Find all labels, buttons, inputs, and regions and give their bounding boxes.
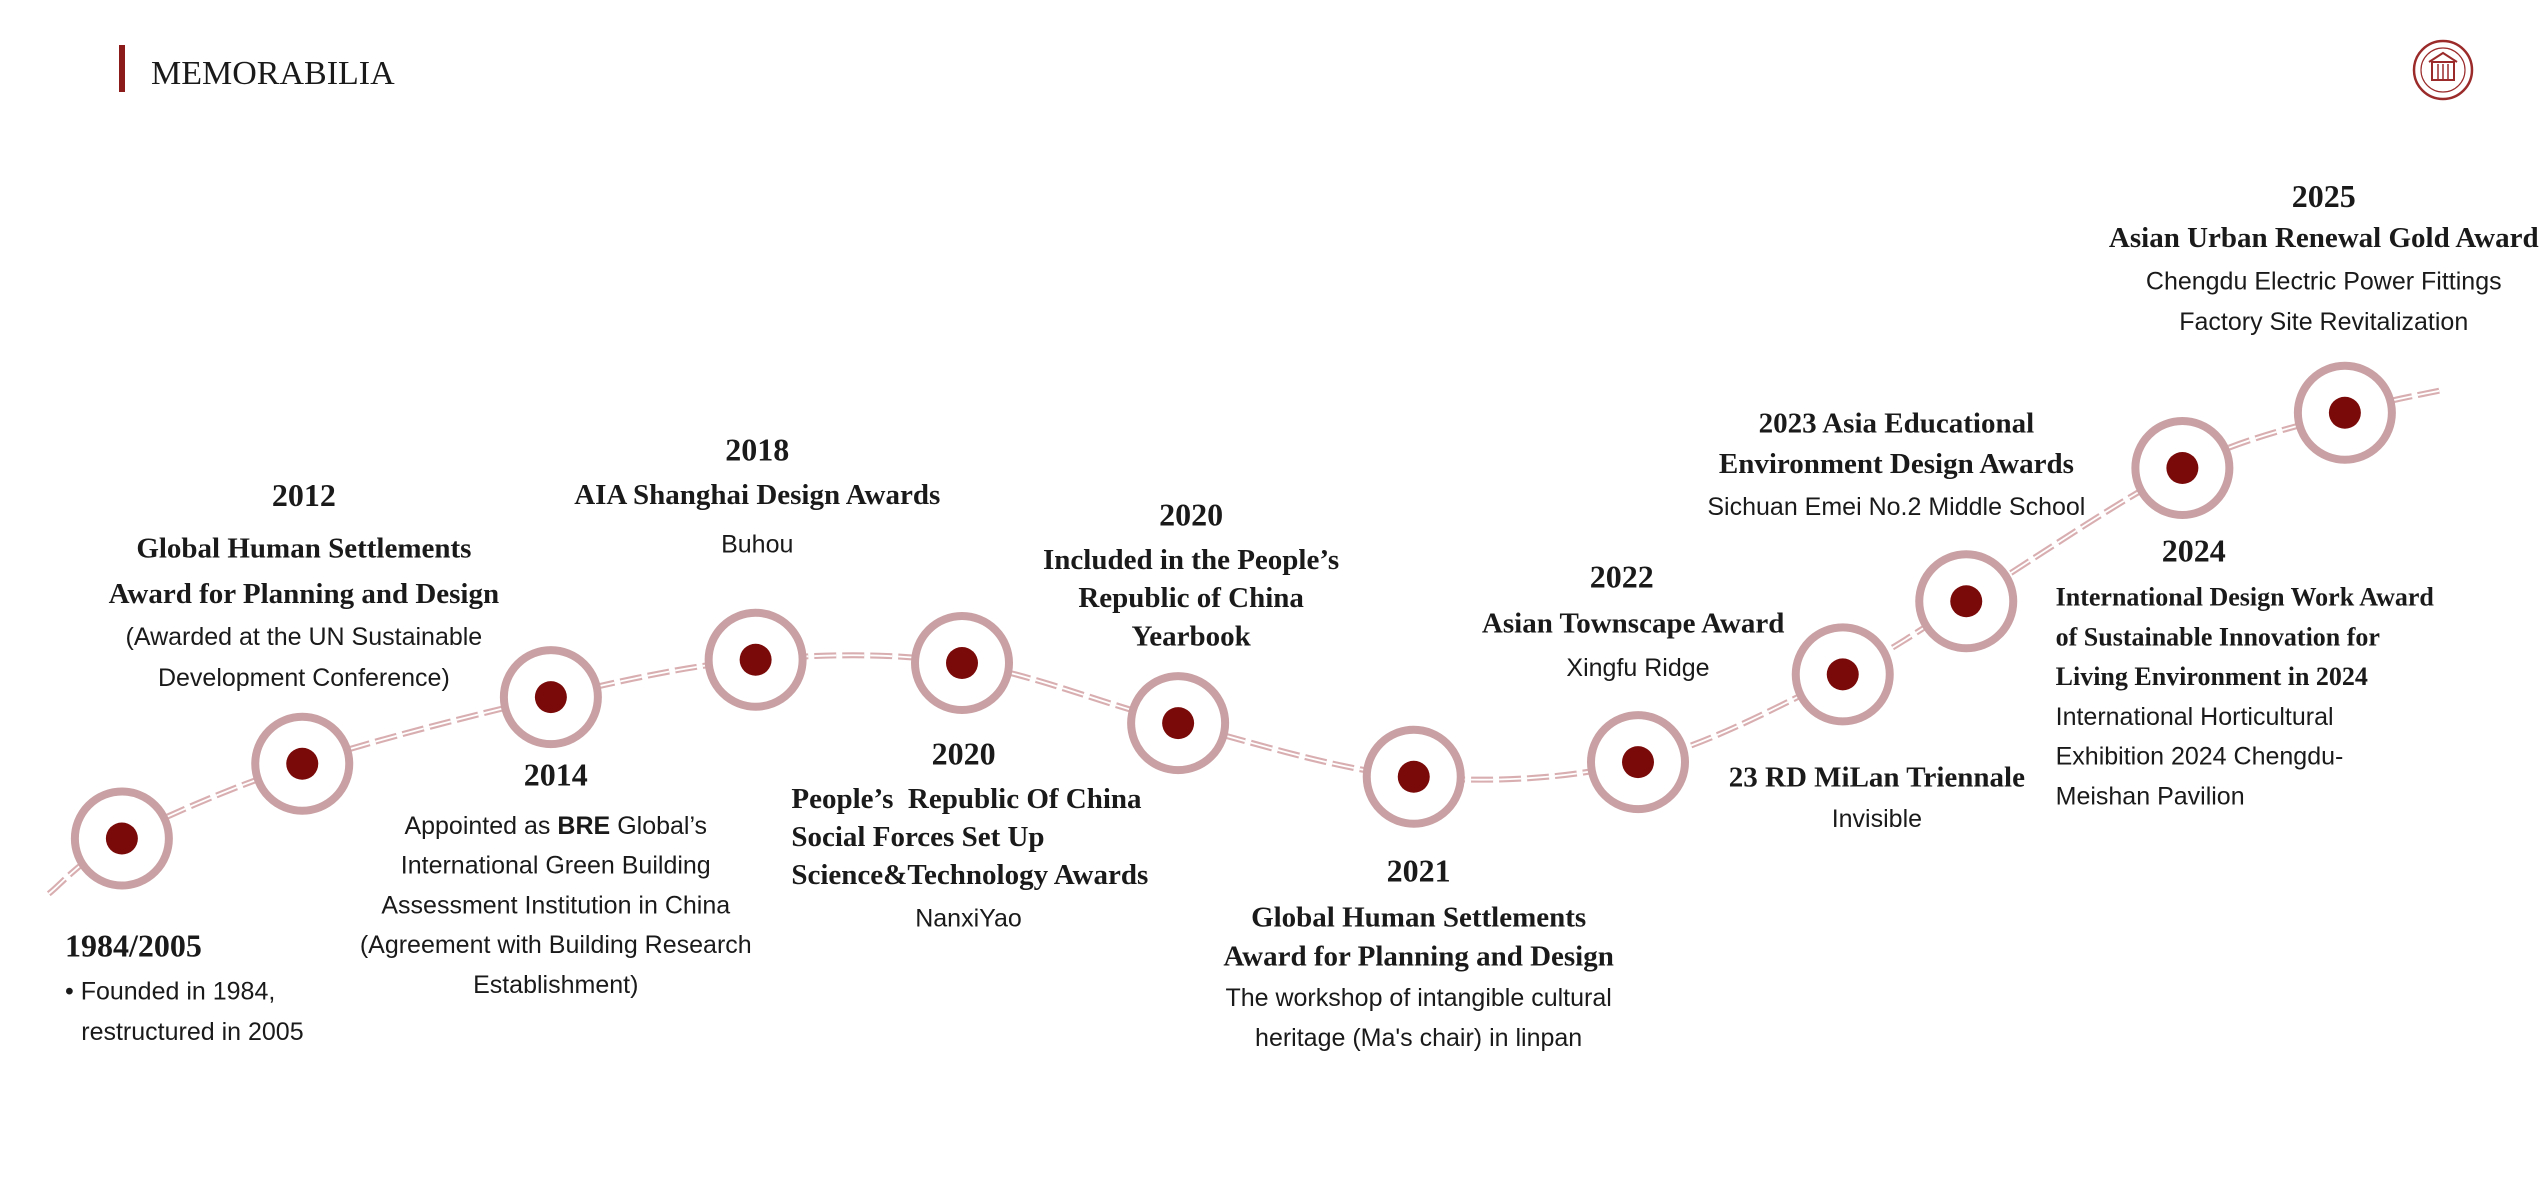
milestone-dot xyxy=(739,643,772,676)
milestone-description: Sichuan Emei No.2 Middle School xyxy=(1707,493,2085,521)
header-title: MEMORABILIA xyxy=(151,55,395,92)
milestone-description: restructured in 2005 xyxy=(81,1018,303,1046)
milestone-dot xyxy=(946,647,978,679)
milestone-description: Buhou xyxy=(721,531,793,559)
milestone-description: (Awarded at the UN Sustainable xyxy=(126,623,483,651)
milestone-description: Exhibition 2024 Chengdu- xyxy=(2056,743,2344,771)
milestone-year: 2020 xyxy=(1159,497,1223,533)
timeline-nodes xyxy=(70,361,2396,890)
milestone-year: 2025 xyxy=(2292,178,2356,214)
logo-columns xyxy=(2437,64,2449,80)
milestone-year: 2022 xyxy=(1590,558,1654,594)
milestone-year: 2024 xyxy=(2162,532,2226,568)
milestone-year: 2012 xyxy=(272,477,336,513)
milestone-title: AIA Shanghai Design Awards xyxy=(574,479,940,511)
milestone-description: NanxiYao xyxy=(915,904,1022,932)
milestone-description: Assessment Institution in China xyxy=(381,891,730,919)
milestone-title: International Design Work Award xyxy=(2056,583,2435,612)
milestone-dot xyxy=(105,822,138,855)
milestone-title: Global Human Settlements xyxy=(1251,901,1586,933)
milestone-description: Establishment) xyxy=(473,971,638,999)
milestone-year: 2014 xyxy=(524,757,588,793)
milestone-dot xyxy=(1950,585,1983,618)
logo-ring xyxy=(2412,39,2474,101)
milestone-title: Science&Technology Awards xyxy=(791,859,1148,891)
milestone-dot xyxy=(1162,707,1195,740)
milestone-title: Asian Urban Renewal Gold Award xyxy=(2109,222,2539,254)
milestone-title: of Sustainable Innovation for xyxy=(2056,622,2380,651)
milestone-dot xyxy=(2166,452,2199,484)
milestone-description: International Horticultural xyxy=(2056,703,2334,731)
milestone-description: heritage (Ma's chair) in linpan xyxy=(1255,1024,1582,1052)
milestone-title: Republic of China xyxy=(1078,582,1304,614)
milestone-dot xyxy=(2328,396,2361,429)
milestone-title: Living Environment in 2024 xyxy=(2056,662,2368,691)
milestone-title: Global Human Settlements xyxy=(136,533,471,565)
milestone-year: 2018 xyxy=(725,432,789,468)
logo xyxy=(2412,39,2474,101)
timeline-curve xyxy=(46,387,2444,897)
milestone-description: Meishan Pavilion xyxy=(2056,782,2245,810)
milestone-title: 23 RD MiLan Triennale xyxy=(1729,762,2025,794)
milestone-title: 2023 Asia Educational xyxy=(1759,407,2035,439)
milestone-dot xyxy=(286,747,319,780)
milestone-title: Social Forces Set Up xyxy=(791,821,1044,853)
timeline-labels: 1984/2005 • Founded in 1984, restructured … xyxy=(65,178,2539,1052)
milestone-description: The workshop of intangible cultural xyxy=(1225,984,1611,1012)
milestone-title: Award for Planning and Design xyxy=(109,578,500,610)
milestone-year: 2020 xyxy=(932,736,996,772)
curve-inner xyxy=(48,389,2443,895)
description-part: Global’s xyxy=(617,812,707,840)
milestone-title: Environment Design Awards xyxy=(1719,448,2074,480)
milestone-description: Xingfu Ridge xyxy=(1566,654,1709,682)
description-emphasis: BRE xyxy=(557,812,610,840)
milestone-description: (Agreement with Building Research xyxy=(360,931,752,959)
logo-roof xyxy=(2428,51,2458,63)
milestone-description: Chengdu Electric Power Fittings xyxy=(2146,267,2502,295)
milestone-title: People’s Republic Of China xyxy=(791,783,1142,815)
milestone-dot xyxy=(1826,658,1859,691)
milestone-description: International Green Building xyxy=(401,852,711,880)
milestone-title: Asian Townscape Award xyxy=(1482,607,1784,639)
milestone-dot xyxy=(534,681,567,714)
milestone-description: Development Conference) xyxy=(158,664,450,692)
milestone-description: • Founded in 1984, xyxy=(65,977,275,1005)
logo-ring-inner xyxy=(2420,47,2466,93)
milestone-year: 1984/2005 xyxy=(65,927,202,963)
milestone-description: Appointed as BRE Global’s xyxy=(404,812,707,840)
milestone-title: Award for Planning and Design xyxy=(1223,940,1614,972)
header-bar xyxy=(119,45,125,92)
milestone-description: Invisible xyxy=(1832,805,1922,833)
milestone-description: Factory Site Revitalization xyxy=(2179,308,2468,336)
milestone-title: Yearbook xyxy=(1132,620,1252,652)
description-part: Appointed as xyxy=(404,812,550,840)
milestone-dot xyxy=(1622,746,1654,779)
milestone-dot xyxy=(1397,760,1430,793)
milestone-title: Included in the People’s xyxy=(1043,544,1339,576)
milestone-year: 2021 xyxy=(1387,853,1451,889)
